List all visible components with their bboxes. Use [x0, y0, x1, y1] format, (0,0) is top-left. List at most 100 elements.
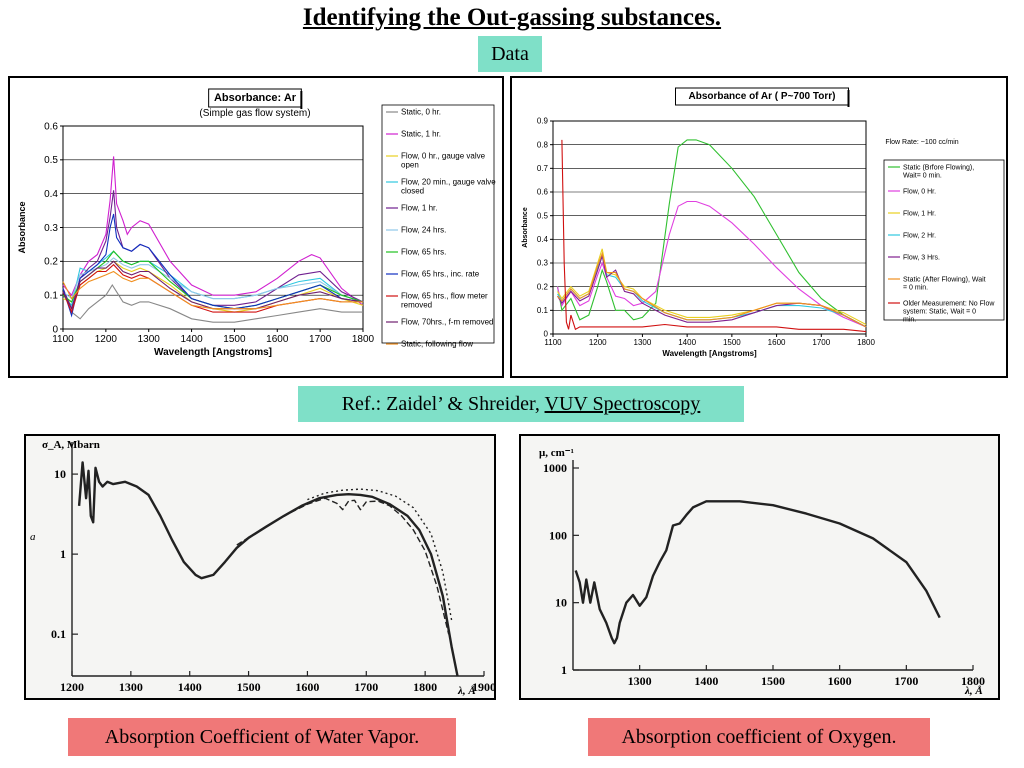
x-tick-label: 1900	[472, 680, 494, 694]
y-tick-label: 0	[52, 324, 58, 335]
y-tick-label: 0.6	[537, 188, 549, 197]
legend-label-line: Flow, 0 hr., gauge valve	[401, 152, 486, 161]
y-tick-label: 0.1	[44, 291, 58, 302]
x-tick-label: 1600	[266, 334, 289, 345]
legend-label-line: Flow, 70hrs., f-m removed	[401, 318, 493, 327]
series-line-1	[556, 139, 867, 328]
legend-label-line: system: Static, Wait = 0	[903, 308, 976, 315]
x-tick-label: 1400	[180, 334, 203, 345]
legend-label-line: = 0 min.	[903, 284, 928, 291]
x-tick-label: 1300	[119, 680, 143, 694]
series-line-8	[62, 213, 364, 318]
data-badge: Data	[478, 36, 542, 72]
legend-box	[883, 159, 1005, 321]
chart-absorbance-700torr: 0 0.1 0.2 0.3 0.4 0.5 0.6 0.7 0.8 0.9 1100 1200 1300…	[522, 87, 1005, 358]
x-tick-label: 1400	[678, 338, 696, 347]
y-tick-label: 0.4	[537, 235, 549, 244]
legend-label-line: open	[401, 161, 419, 170]
legend-label-line: min.	[903, 316, 916, 323]
series-line-5	[557, 253, 867, 328]
chart-annotation: Flow Rate: ~100 cc/min	[885, 139, 958, 146]
legend-label-line: Flow, 1 hr.	[401, 204, 437, 213]
series-line-7	[561, 139, 867, 333]
chart-oxygen: 1000 100 10 1 1300 1400 1500 1600 1700 1800 μ, cm⁻…	[539, 447, 985, 697]
y-tick-label: 0.5	[537, 211, 549, 220]
legend-label-5: Flow, 3 Hrs.	[903, 254, 940, 261]
y-tick-label: 0.3	[44, 223, 58, 234]
legend-label-line: Flow, 0 Hr.	[903, 188, 936, 195]
x-tick-label: 1600	[768, 338, 786, 347]
legend-label-3: Flow, 0 hr., gauge valve open	[401, 152, 486, 170]
caption-oxygen: Absorption coefficient of Oxygen.	[588, 718, 930, 756]
legend-label-4: Flow, 2 Hr.	[903, 232, 936, 239]
chart-absorbance-ar: 0 0.1 0.2 0.3 0.4 0.5 0.6 1100 1200 1300 1400 1500 1…	[17, 88, 496, 358]
y-axis-label: Absorbance	[17, 201, 27, 253]
y-tick-label: 0.7	[537, 164, 549, 173]
x-tick-label: 1700	[309, 334, 332, 345]
curve-2	[236, 497, 450, 635]
curve-1	[77, 461, 459, 677]
axis-letter: a	[30, 531, 36, 543]
x-tick-label: 1600	[295, 680, 319, 694]
x-tick-label: 1500	[237, 680, 261, 694]
x-axis-label: Wavelength [Angstroms]	[662, 349, 757, 358]
legend-label-line: closed	[401, 187, 424, 196]
chart-title: Absorbance: Ar	[214, 92, 297, 104]
x-tick-label: 1100	[544, 338, 562, 347]
series-line-6	[62, 257, 364, 303]
plot-area	[552, 120, 867, 335]
legend-label-line: Static, 1 hr.	[401, 130, 441, 139]
y-tick-label: 1	[561, 663, 567, 677]
chart-panel-absorbance-700torr: 0 0.1 0.2 0.3 0.4 0.5 0.6 0.7 0.8 0.9 1100 1200 1300…	[510, 76, 1008, 378]
x-tick-label: 1100	[52, 334, 74, 345]
legend-label-line: Wait= 0 min.	[903, 172, 942, 179]
x-tick-label: 1200	[95, 334, 118, 345]
legend-label-11: Static, following flow	[401, 340, 473, 349]
x-tick-label: 1600	[828, 674, 852, 688]
x-tick-label: 1800	[413, 680, 437, 694]
reference-prefix: Ref.: Zaidel’ & Shreider,	[341, 393, 545, 415]
y-axis-label: μ, cm⁻¹	[539, 447, 574, 459]
chart-water-vapor: 10 1 0.1 1200 1300 1400 1500 1600 1700 1800 1900 σ_…	[30, 439, 494, 697]
y-tick-label: 100	[549, 528, 567, 542]
legend-label-line: Older Measurement: No Flow	[903, 300, 995, 307]
legend-label-line: Flow, 65 hrs., inc. rate	[401, 270, 480, 279]
series-line-2	[62, 156, 364, 306]
y-tick-label: 0.4	[44, 189, 58, 200]
legend-label-line: Static (Brfore Flowing),	[903, 164, 974, 171]
legend-label-3: Flow, 1 Hr.	[903, 210, 936, 217]
legend-label-line: Static (After Flowing), Wait	[903, 276, 986, 283]
legend-label-5: Flow, 1 hr.	[401, 204, 437, 213]
series-line-6	[557, 251, 867, 328]
x-tick-label: 1300	[138, 334, 161, 345]
y-tick-label: 0.1	[537, 306, 549, 315]
legend-label-10: Flow, 70hrs., f-m removed	[401, 318, 493, 327]
y-tick-label: 10	[555, 596, 567, 610]
x-axis-label: Wavelength [Angstroms]	[154, 347, 272, 358]
chart-panel-absorbance-ar: 0 0.1 0.2 0.3 0.4 0.5 0.6 1100 1200 1300 1400 1500 1…	[8, 76, 504, 378]
y-tick-label: 0	[544, 330, 549, 339]
y-tick-label: 0.3	[537, 259, 549, 268]
legend-label-6: Flow, 24 hrs.	[401, 226, 446, 235]
x-tick-label: 1700	[354, 680, 378, 694]
legend-label-9: Flow, 65 hrs., flow meter removed	[401, 292, 488, 310]
legend-label-line: Flow, 65 hrs.	[401, 248, 446, 257]
x-tick-label: 1500	[761, 674, 785, 688]
x-tick-label: 1500	[223, 334, 246, 345]
legend-label-1: Static, 0 hr.	[401, 108, 441, 117]
x-tick-label: 1400	[178, 680, 202, 694]
legend-label-line: Flow, 3 Hrs.	[903, 254, 940, 261]
legend-label-2: Flow, 0 Hr.	[903, 188, 936, 195]
legend-label-line: Flow, 1 Hr.	[903, 210, 936, 217]
x-tick-label: 1500	[723, 338, 741, 347]
x-tick-label: 1800	[352, 334, 375, 345]
legend-label-4: Flow, 20 min., gauge valve closed	[401, 178, 496, 196]
y-tick-label: 0.2	[537, 282, 549, 291]
x-tick-label: 1300	[628, 674, 652, 688]
x-tick-label: 1800	[857, 338, 875, 347]
x-tick-label: 1200	[589, 338, 607, 347]
x-axis-label: λ, Å	[457, 685, 476, 697]
y-tick-label: 0.8	[537, 140, 549, 149]
y-tick-label: 0.6	[44, 121, 58, 132]
chart-panel-water-vapor: 10 1 0.1 1200 1300 1400 1500 1600 1700 1800 1900 σ_…	[24, 434, 496, 700]
